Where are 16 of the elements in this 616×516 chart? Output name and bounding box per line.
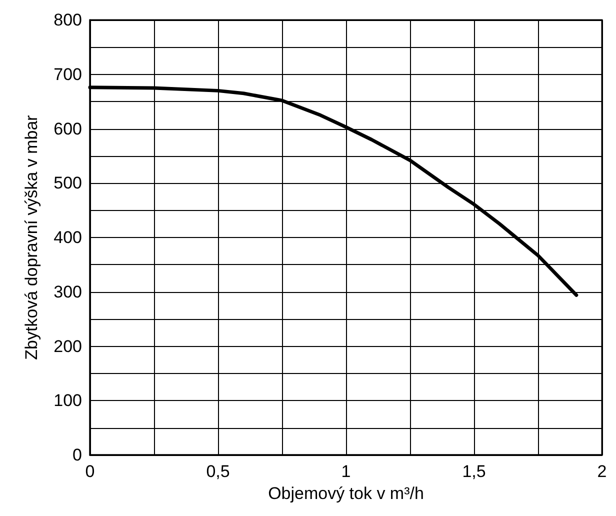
- y-tick-label: 0: [72, 446, 82, 464]
- x-tick-label: 0: [85, 462, 95, 481]
- x-tick-label: 1: [341, 462, 351, 481]
- y-tick-label: 200: [54, 336, 82, 356]
- x-axis-title: Objemový tok v m³/h: [268, 484, 424, 503]
- x-tick-label: 1,5: [462, 462, 486, 481]
- y-tick-label: 800: [54, 10, 82, 30]
- y-tick-label: 600: [54, 119, 82, 138]
- y-tick-label: 100: [54, 391, 82, 410]
- y-tick-label: 500: [54, 174, 82, 193]
- y-tick-label: 700: [54, 64, 82, 84]
- y-axis-title: Zbytková dopravní výška v mbar: [22, 114, 41, 360]
- x-tick-label: 0,5: [206, 462, 230, 481]
- y-tick-label: 300: [54, 282, 82, 302]
- x-tick-label: 2: [597, 462, 607, 481]
- y-tick-label: 400: [54, 228, 82, 247]
